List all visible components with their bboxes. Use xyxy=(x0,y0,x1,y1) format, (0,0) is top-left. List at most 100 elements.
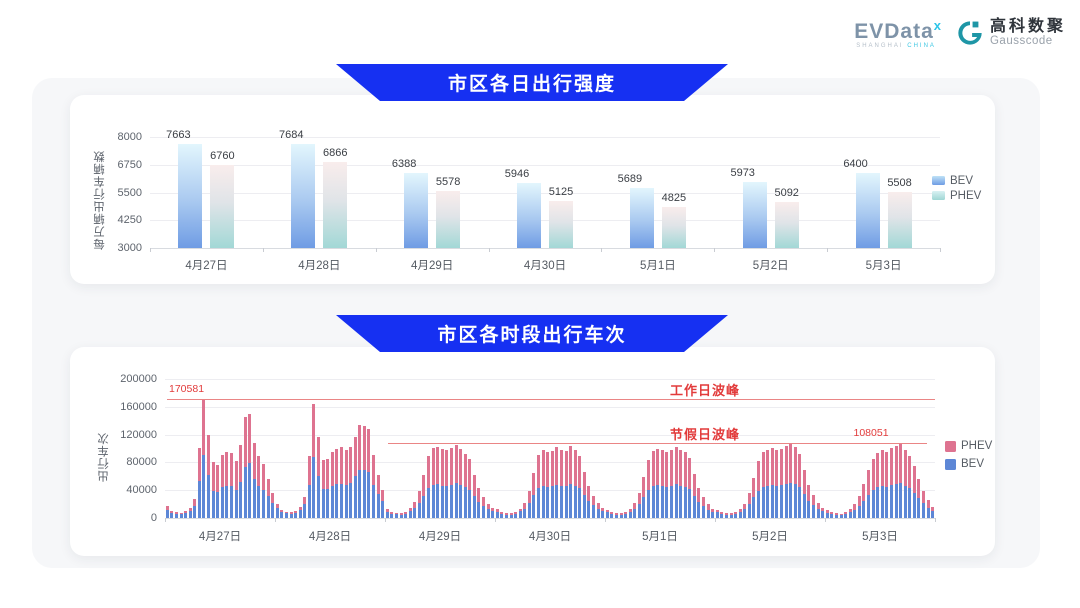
bev-segment xyxy=(472,496,476,518)
hour-bar xyxy=(564,450,568,518)
hour-bar xyxy=(660,450,664,518)
legend-item-phev[interactable]: PHEV xyxy=(932,188,981,203)
bev-segment xyxy=(184,513,188,518)
hour-bar xyxy=(674,446,678,518)
hour-bar xyxy=(702,497,706,518)
phev-segment xyxy=(614,513,618,515)
hour-bar xyxy=(844,512,848,518)
legend-item-phev[interactable]: PHEV xyxy=(945,437,992,455)
gridline xyxy=(150,137,940,138)
bev-segment xyxy=(399,514,403,518)
bev-segment xyxy=(211,490,215,518)
phev-segment xyxy=(184,511,188,514)
bev-segment xyxy=(335,484,339,518)
hour-bar xyxy=(445,450,449,518)
hour-bar xyxy=(642,477,646,518)
bev-segment xyxy=(917,498,921,518)
hour-bar xyxy=(234,461,238,518)
bev-segment xyxy=(582,494,586,518)
hour-bar xyxy=(894,446,898,518)
bev-segment xyxy=(555,484,559,518)
hour-bar xyxy=(413,502,417,518)
hour-bar xyxy=(734,512,738,518)
phev-segment xyxy=(523,502,527,509)
phev-segment xyxy=(307,456,311,485)
phev-segment xyxy=(417,491,421,504)
hour-bar xyxy=(353,437,357,518)
hour-bar xyxy=(596,503,600,518)
bev-segment xyxy=(752,497,756,518)
bev-segment xyxy=(862,500,866,518)
bev-segment xyxy=(747,504,751,518)
bev-segment xyxy=(362,470,366,518)
phev-segment xyxy=(399,513,403,515)
bev-segment xyxy=(532,495,536,518)
hour-bar xyxy=(839,513,843,518)
x-axis-label: 4月29日 xyxy=(418,531,462,543)
legend-item-bev[interactable]: BEV xyxy=(945,455,992,473)
y-axis-tick-label: 4250 xyxy=(117,214,142,227)
phev-segment xyxy=(656,448,660,486)
legend-label: BEV xyxy=(961,458,985,470)
hour-bar xyxy=(239,444,243,518)
bev-segment xyxy=(569,483,573,518)
x-axis-tick xyxy=(605,518,606,522)
hour-bar xyxy=(546,451,550,518)
bev-segment xyxy=(720,514,724,518)
hour-bar xyxy=(477,488,481,518)
peak-annotation-line xyxy=(388,442,927,444)
phev-bar xyxy=(210,164,235,248)
bev-value-label: 7684 xyxy=(279,129,304,141)
bev-segment xyxy=(381,500,385,518)
bev-segment xyxy=(853,509,857,518)
bev-segment xyxy=(500,513,504,518)
bev-segment xyxy=(257,486,261,518)
bev-bar xyxy=(855,172,880,248)
phev-segment xyxy=(766,449,770,486)
x-axis-label: 4月28日 xyxy=(308,531,352,543)
phev-segment xyxy=(472,475,476,497)
bev-segment xyxy=(170,512,174,518)
hour-bar xyxy=(688,458,692,518)
phev-segment xyxy=(867,470,871,495)
phev-segment xyxy=(335,448,339,485)
hour-bar xyxy=(491,507,495,518)
bev-segment xyxy=(587,501,591,518)
phev-segment xyxy=(885,451,889,487)
hour-bar xyxy=(555,447,559,518)
hour-bar xyxy=(793,447,797,518)
phev-segment xyxy=(569,446,573,484)
phev-segment xyxy=(651,450,655,487)
bev-segment xyxy=(656,485,660,518)
bev-segment xyxy=(848,511,852,518)
hour-bar xyxy=(165,506,169,518)
bev-segment xyxy=(706,509,710,518)
phev-segment xyxy=(605,509,609,513)
phev-segment xyxy=(669,449,673,486)
phev-bar xyxy=(436,190,461,248)
hour-bar xyxy=(404,511,408,518)
phev-segment xyxy=(702,497,706,507)
bev-segment xyxy=(683,486,687,518)
hour-bar xyxy=(926,500,930,518)
bev-segment xyxy=(697,502,701,518)
bev-segment xyxy=(605,512,609,518)
phev-segment xyxy=(798,453,802,488)
x-axis-label: 5月1日 xyxy=(639,260,676,272)
bev-segment xyxy=(674,484,678,518)
legend-item-bev[interactable]: BEV xyxy=(932,173,981,188)
bev-segment xyxy=(885,486,889,518)
phev-segment xyxy=(587,486,591,502)
bev-bar xyxy=(291,144,316,248)
bev-value-label: 6400 xyxy=(843,157,868,170)
bev-segment xyxy=(821,511,825,518)
hour-bar xyxy=(504,512,508,518)
hour-bar xyxy=(349,446,353,518)
hour-bar xyxy=(761,452,765,518)
phev-segment xyxy=(486,503,490,510)
phev-segment xyxy=(679,449,683,486)
hour-bar xyxy=(775,450,779,518)
bev-segment xyxy=(225,485,229,518)
hour-bar xyxy=(408,508,412,518)
phev-segment xyxy=(793,447,797,485)
